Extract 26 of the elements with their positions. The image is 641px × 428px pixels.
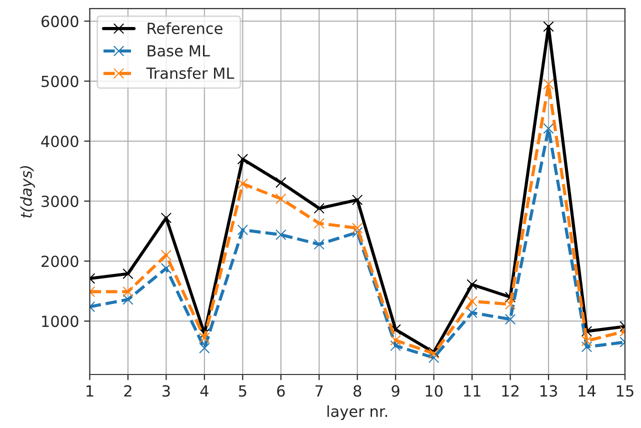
x-tick-label: 11	[464, 385, 480, 397]
x-tick-label: 8	[354, 385, 362, 397]
y-tick-label: 6000	[42, 16, 78, 28]
y-tick-label: 2000	[42, 256, 78, 268]
x-axis-title: layer nr.	[327, 405, 388, 420]
x-tick-label: 6	[277, 385, 285, 397]
x-tick-label: 15	[616, 385, 634, 397]
x-tick-label: 4	[200, 385, 208, 397]
legend-label: Reference	[148, 22, 222, 34]
x-tick-label: 7	[316, 385, 323, 397]
y-tick-label: 5000	[42, 76, 78, 88]
x-tick-label: 12	[502, 385, 518, 397]
legend-label: Base ML	[148, 45, 210, 57]
x-tick-label: 14	[578, 385, 596, 397]
x-tick-label: 13	[540, 385, 558, 397]
x-tick-label: 5	[238, 385, 246, 397]
y-tick-label: 3000	[42, 196, 78, 208]
x-tick-label: 1	[86, 385, 94, 397]
x-tick-label: 3	[162, 385, 170, 397]
x-tick-label: 10	[426, 385, 443, 397]
x-tick-label: 9	[392, 385, 400, 397]
y-tick-label: 1000	[42, 316, 78, 328]
x-tick-label: 2	[124, 385, 132, 397]
y-tick-label: 4000	[41, 136, 78, 148]
legend-label: Transfer ML	[146, 67, 234, 79]
y-axis-title: t(days)	[20, 166, 35, 218]
